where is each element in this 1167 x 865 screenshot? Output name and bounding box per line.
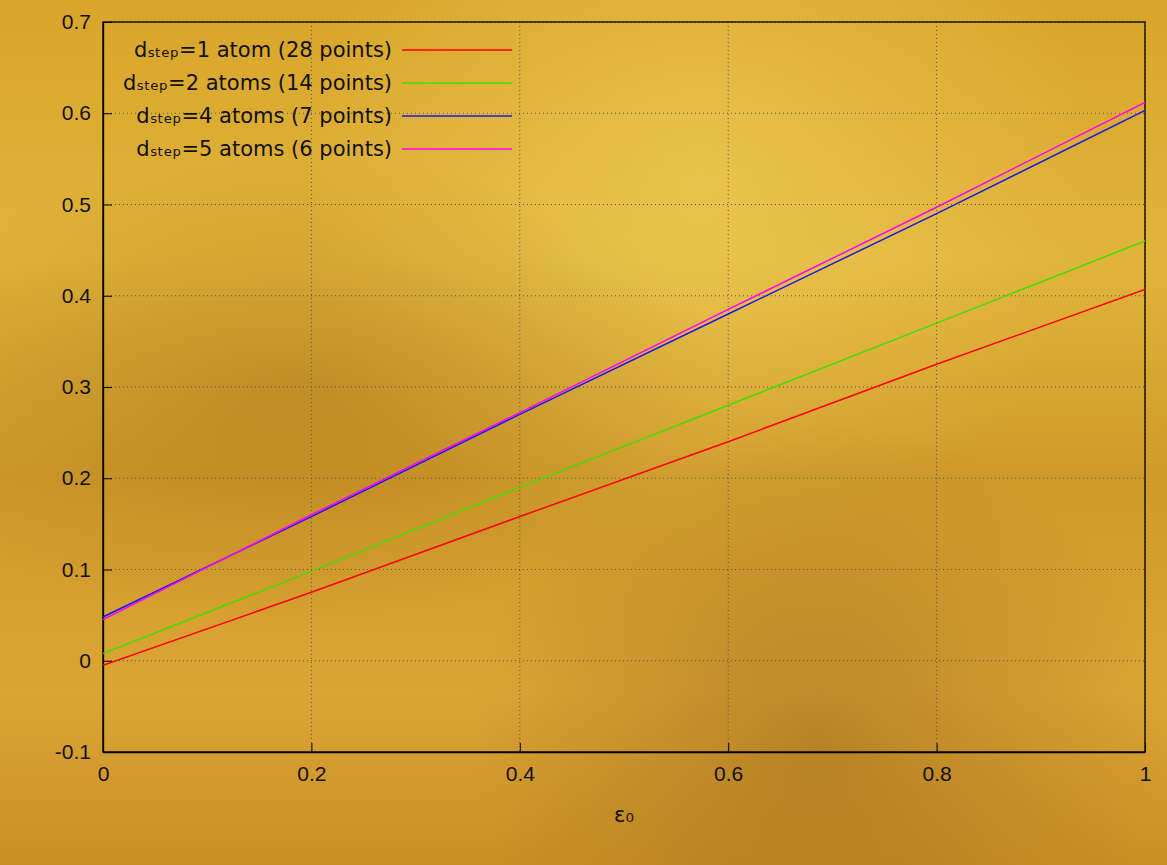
tick: 0.1: [62, 558, 112, 581]
tick: 0.5: [62, 193, 112, 216]
tick-mark: [937, 743, 938, 752]
tick: 0.4: [506, 743, 536, 785]
tick-label: 0: [79, 649, 91, 672]
legend-swatch: [402, 82, 512, 84]
tick-label: 0.7: [62, 10, 91, 33]
tick: 0.2: [62, 466, 112, 489]
tick-mark: [103, 113, 112, 114]
tick-mark: [103, 205, 112, 206]
tick-mark: [103, 478, 112, 479]
grid-line-y: [103, 295, 1145, 296]
grid-line-y: [103, 204, 1145, 205]
tick-label: 0.3: [62, 375, 91, 398]
tick-mark: [103, 570, 112, 571]
tick: 0.8: [922, 743, 951, 785]
tick-mark: [311, 743, 312, 752]
tick-label: 1: [1140, 762, 1152, 785]
legend-label: dₛₜₑₚ=2 atoms (14 points): [123, 71, 392, 95]
grid-line-y: [103, 660, 1145, 661]
chart: 0 0.2 0.4 0.6 0.8 1 -0.1 0 0.1 0.2 0.3 0.4 0.5 0.6 0.7…: [0, 0, 1167, 865]
tick-mark: [103, 387, 112, 388]
tick-mark: [520, 743, 521, 752]
grid: [103, 22, 1145, 752]
tick: 0.3: [62, 375, 112, 398]
legend-label: dₛₜₑₚ=4 atoms (7 points): [136, 104, 392, 128]
tick-label: 0.2: [62, 466, 91, 489]
tick-label: 0.5: [62, 193, 91, 216]
legend: dₛₜₑₚ=1 atom (28 points) dₛₜₑₚ=2 atoms (1…: [123, 38, 512, 161]
tick: 0.2: [297, 743, 326, 785]
tick-label: -0.1: [55, 740, 91, 763]
tick-label: 0.6: [62, 101, 91, 124]
tick-label: 0: [98, 762, 110, 785]
tick: 0.6: [62, 101, 112, 124]
plot: 0 0.2 0.4 0.6 0.8 1 -0.1 0 0.1 0.2 0.3 0.4 0.5 0.6 0.7…: [55, 10, 1152, 827]
plot-frame: [103, 22, 1145, 752]
tick-mark: [728, 743, 729, 752]
tick-label: 0.8: [922, 762, 951, 785]
legend-label: dₛₜₑₚ=1 atom (28 points): [134, 38, 392, 62]
tick-label: 0.6: [714, 762, 743, 785]
series-line: [103, 289, 1145, 665]
series-lines: [103, 102, 1145, 665]
tick: 0.4: [62, 284, 112, 307]
grid-line-y: [103, 569, 1145, 570]
legend-swatch: [402, 49, 512, 51]
grid-line-y: [103, 387, 1145, 388]
x-axis: 0 0.2 0.4 0.6 0.8 1: [98, 743, 1152, 785]
tick-label: 0.2: [297, 762, 326, 785]
tick: 0.6: [714, 743, 743, 785]
grid-line-x: [936, 22, 937, 752]
legend-label: dₛₜₑₚ=5 atoms (6 points): [136, 137, 392, 161]
series-line: [103, 241, 1145, 653]
tick-label: 0.4: [62, 284, 92, 307]
legend-swatch: [402, 115, 512, 117]
tick-label: 0.1: [62, 558, 91, 581]
legend-swatch: [402, 148, 512, 150]
tick-mark: [103, 296, 112, 297]
x-axis-title: ε₀: [614, 803, 634, 827]
tick-label: 0.4: [506, 762, 536, 785]
tick-mark: [103, 661, 112, 662]
series-line: [103, 102, 1145, 619]
